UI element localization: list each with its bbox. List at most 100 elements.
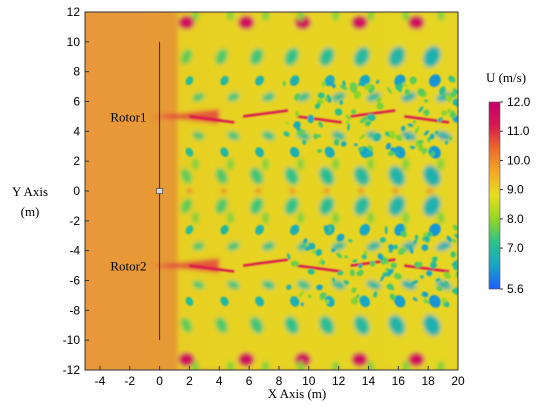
y-tick-label: -6 xyxy=(69,274,80,288)
tip-vortex-core xyxy=(220,296,229,307)
hub-vortex xyxy=(262,92,275,102)
tip-vortex-core xyxy=(255,75,264,86)
turbulent-eddy xyxy=(379,237,387,243)
turbulent-eddy xyxy=(400,230,407,238)
colorbar-ticks: 12.0 11.0 10.0 9.0 8.0 7.0 5.6 xyxy=(500,95,531,296)
centerline-speedup xyxy=(220,189,227,193)
turbulent-eddy xyxy=(358,263,363,269)
y-tick-label: 0 xyxy=(73,184,80,198)
x-tick-label: 2 xyxy=(186,374,193,388)
tip-vortex-core xyxy=(185,296,194,306)
turbulent-eddy xyxy=(356,269,364,277)
y-tick-label: 8 xyxy=(73,65,80,79)
turbulent-eddy xyxy=(424,99,429,103)
tip-vortex-core xyxy=(429,295,441,308)
hub-streak xyxy=(189,264,235,273)
tip-vortex-core xyxy=(220,75,229,86)
centerline-speedup xyxy=(461,189,467,193)
colorbar-tick-label: 11.0 xyxy=(507,124,530,138)
tip-vortex-core xyxy=(324,75,335,87)
tip-vortex xyxy=(180,198,193,214)
hub-vortex xyxy=(227,131,240,141)
tip-vortex xyxy=(388,195,406,217)
tip-vortex xyxy=(388,315,406,336)
colorbar-tick-label: 12.0 xyxy=(507,95,531,109)
x-tick-label: 10 xyxy=(302,374,316,388)
hub-vortex xyxy=(262,241,275,251)
hub-vortex xyxy=(192,280,205,290)
shear-blob xyxy=(262,361,270,370)
turbulent-eddy xyxy=(446,235,452,242)
turbulent-eddy xyxy=(377,253,384,260)
shear-blob xyxy=(297,158,305,171)
hub-vortex xyxy=(192,92,205,102)
turbulent-eddy xyxy=(410,280,419,286)
turbulent-eddy xyxy=(336,252,343,259)
turbulent-eddy xyxy=(339,100,343,105)
hub-vortex xyxy=(227,92,240,102)
turbulent-eddy xyxy=(314,102,321,110)
turbulent-eddy xyxy=(441,297,447,304)
tip-speedup-blob xyxy=(178,15,195,30)
turbulent-eddy xyxy=(409,145,416,150)
turbulent-eddy xyxy=(423,109,430,116)
shear-blob xyxy=(332,12,340,21)
tip-vortex xyxy=(215,197,228,214)
tip-vortex-core xyxy=(359,223,371,236)
y-axis-ticks: 12 10 8 6 4 2 0 -2 -4 -6 -8 -10 -12 xyxy=(63,5,89,377)
rotor2-label: Rotor2 xyxy=(110,259,146,274)
tip-speedup-blob xyxy=(351,15,368,30)
shear-blob xyxy=(437,158,445,171)
shear-blob xyxy=(297,211,305,224)
tip-vortex xyxy=(423,314,441,336)
hub-streak xyxy=(189,115,235,124)
x-tick-label: 14 xyxy=(362,374,376,388)
turbulent-eddy xyxy=(345,114,351,120)
tip-vortex-core xyxy=(185,225,194,235)
shear-blob xyxy=(332,361,340,370)
colorbar-tick-label: 9.0 xyxy=(507,183,524,197)
turbulent-eddy xyxy=(407,123,414,127)
tip-vortex xyxy=(180,168,193,184)
tip-vortex xyxy=(319,47,335,67)
x-tick-label: 4 xyxy=(216,374,223,388)
centerline-speedup xyxy=(392,189,399,193)
turbulent-eddy xyxy=(331,248,336,253)
x-tick-label: 18 xyxy=(421,374,435,388)
turbulent-eddy xyxy=(434,130,439,135)
turbulent-eddy xyxy=(376,102,384,110)
y-tick-label: -12 xyxy=(63,363,81,377)
turbulent-eddy xyxy=(422,291,429,298)
x-tick-label: 0 xyxy=(156,374,163,388)
x-tick-label: -4 xyxy=(95,374,106,388)
turbulent-eddy xyxy=(387,150,396,157)
tip-vortex xyxy=(180,49,193,65)
tip-vortex xyxy=(215,168,228,185)
tip-vortex xyxy=(180,317,193,333)
x-tick-label: 6 xyxy=(246,374,253,388)
turbulent-eddy xyxy=(359,134,366,140)
shear-blob xyxy=(367,12,375,21)
turbulent-eddy xyxy=(354,143,358,147)
tip-speedup-blob xyxy=(408,15,425,30)
turbulent-eddy xyxy=(286,284,292,290)
turbulent-eddy xyxy=(421,147,428,155)
tip-vortex xyxy=(319,166,335,186)
colorbar-title: U (m/s) xyxy=(486,70,526,85)
hub-vortex xyxy=(262,280,275,290)
tip-vortex xyxy=(354,315,370,335)
turbulent-eddy xyxy=(384,225,388,235)
tip-vortex-core xyxy=(185,147,194,157)
tip-vortex xyxy=(215,48,228,65)
x-axis-label: X Axis (m) xyxy=(268,386,327,401)
turbulent-eddy xyxy=(334,108,343,116)
turbulent-eddy xyxy=(294,93,300,101)
hub-streak xyxy=(296,115,342,124)
turbulent-eddy xyxy=(307,268,315,275)
turbulent-eddy xyxy=(337,270,344,276)
tip-vortex xyxy=(354,166,370,186)
shear-blob xyxy=(332,158,340,171)
shear-blob xyxy=(226,211,234,224)
shear-blob xyxy=(262,211,270,224)
